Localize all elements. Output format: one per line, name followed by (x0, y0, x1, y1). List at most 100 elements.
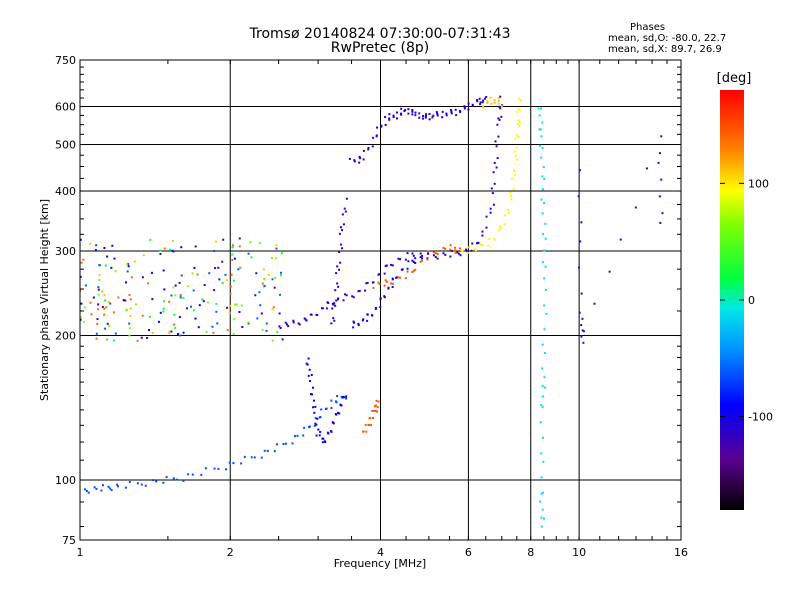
noise-point (271, 308, 274, 311)
noise-point (159, 249, 162, 252)
data-point (539, 421, 542, 424)
noise-point (124, 281, 127, 284)
data-point (414, 111, 417, 114)
data-point (314, 405, 317, 408)
data-point (399, 258, 402, 261)
data-point (217, 467, 220, 470)
data-point (331, 307, 334, 310)
data-point (298, 323, 301, 326)
noise-point (179, 334, 182, 337)
data-point (291, 442, 294, 445)
data-point (307, 374, 310, 377)
data-point (344, 210, 347, 213)
data-point (456, 251, 459, 254)
data-point (93, 486, 96, 489)
data-point (461, 250, 464, 253)
data-point (321, 437, 324, 440)
data-point (383, 295, 386, 298)
data-point (330, 399, 333, 402)
data-point (426, 258, 429, 261)
noise-point (211, 325, 214, 328)
data-point (400, 112, 403, 115)
data-point (253, 456, 256, 459)
data-point (379, 297, 382, 300)
noise-point (231, 246, 234, 249)
data-point (321, 307, 324, 310)
noise-point (98, 278, 101, 281)
y-axis: 75 100 200 300 400 500 600 750 (55, 54, 681, 547)
data-point (342, 223, 345, 226)
data-point (418, 112, 421, 115)
data-point (511, 177, 514, 180)
noise-point (271, 339, 274, 342)
data-point (319, 415, 322, 418)
noise-point (82, 320, 85, 323)
data-point (449, 248, 452, 251)
data-point (351, 295, 354, 298)
data-point (243, 455, 246, 458)
data-point (116, 485, 119, 488)
noise-point (221, 282, 224, 285)
noise-point (80, 261, 83, 264)
data-point (315, 423, 318, 426)
data-point (435, 111, 438, 114)
data-point (545, 312, 548, 315)
data-point (421, 257, 424, 260)
data-point (367, 148, 370, 151)
data-point (392, 114, 395, 117)
data-point (232, 462, 235, 465)
data-point (411, 110, 414, 113)
data-point (542, 233, 545, 236)
data-point (411, 252, 414, 255)
data-point (407, 260, 410, 263)
data-point (493, 238, 496, 241)
noise-point (113, 257, 116, 260)
data-point (100, 489, 103, 492)
data-point (293, 435, 296, 438)
noise-point (203, 284, 206, 287)
data-point (391, 264, 394, 267)
data-point (478, 97, 481, 100)
noise-point (128, 327, 131, 330)
data-point (467, 102, 470, 105)
noise-point (96, 308, 99, 311)
data-point (542, 166, 545, 169)
data-point (431, 116, 434, 119)
noise-point (187, 285, 190, 288)
noise-point (112, 339, 115, 342)
data-point (476, 99, 479, 102)
noise-point (133, 260, 136, 263)
data-point (404, 277, 407, 280)
noise-point (126, 270, 129, 273)
data-point (367, 424, 370, 427)
noise-point (233, 303, 236, 306)
data-point (397, 276, 400, 279)
data-point (541, 508, 544, 511)
noise-point (80, 302, 83, 305)
data-point (228, 461, 231, 464)
data-point (397, 257, 400, 260)
data-point (490, 102, 493, 105)
noise-point (259, 304, 262, 307)
data-point (412, 269, 415, 272)
noise-point (151, 298, 154, 301)
data-point (406, 267, 409, 270)
noise-point (238, 245, 241, 248)
data-point (305, 362, 308, 365)
noise-point (279, 271, 282, 274)
data-point (541, 188, 544, 191)
data-point (540, 198, 543, 201)
data-point (396, 276, 399, 279)
data-point (332, 317, 335, 320)
data-point (541, 121, 544, 124)
noise-point (168, 330, 171, 333)
noise-point (241, 325, 244, 328)
data-point (362, 318, 365, 321)
data-point (538, 128, 541, 131)
data-point (481, 234, 484, 237)
data-point (325, 307, 328, 310)
data-point (540, 525, 543, 528)
data-point (449, 255, 452, 258)
data-point (266, 449, 269, 452)
data-point (312, 386, 315, 389)
